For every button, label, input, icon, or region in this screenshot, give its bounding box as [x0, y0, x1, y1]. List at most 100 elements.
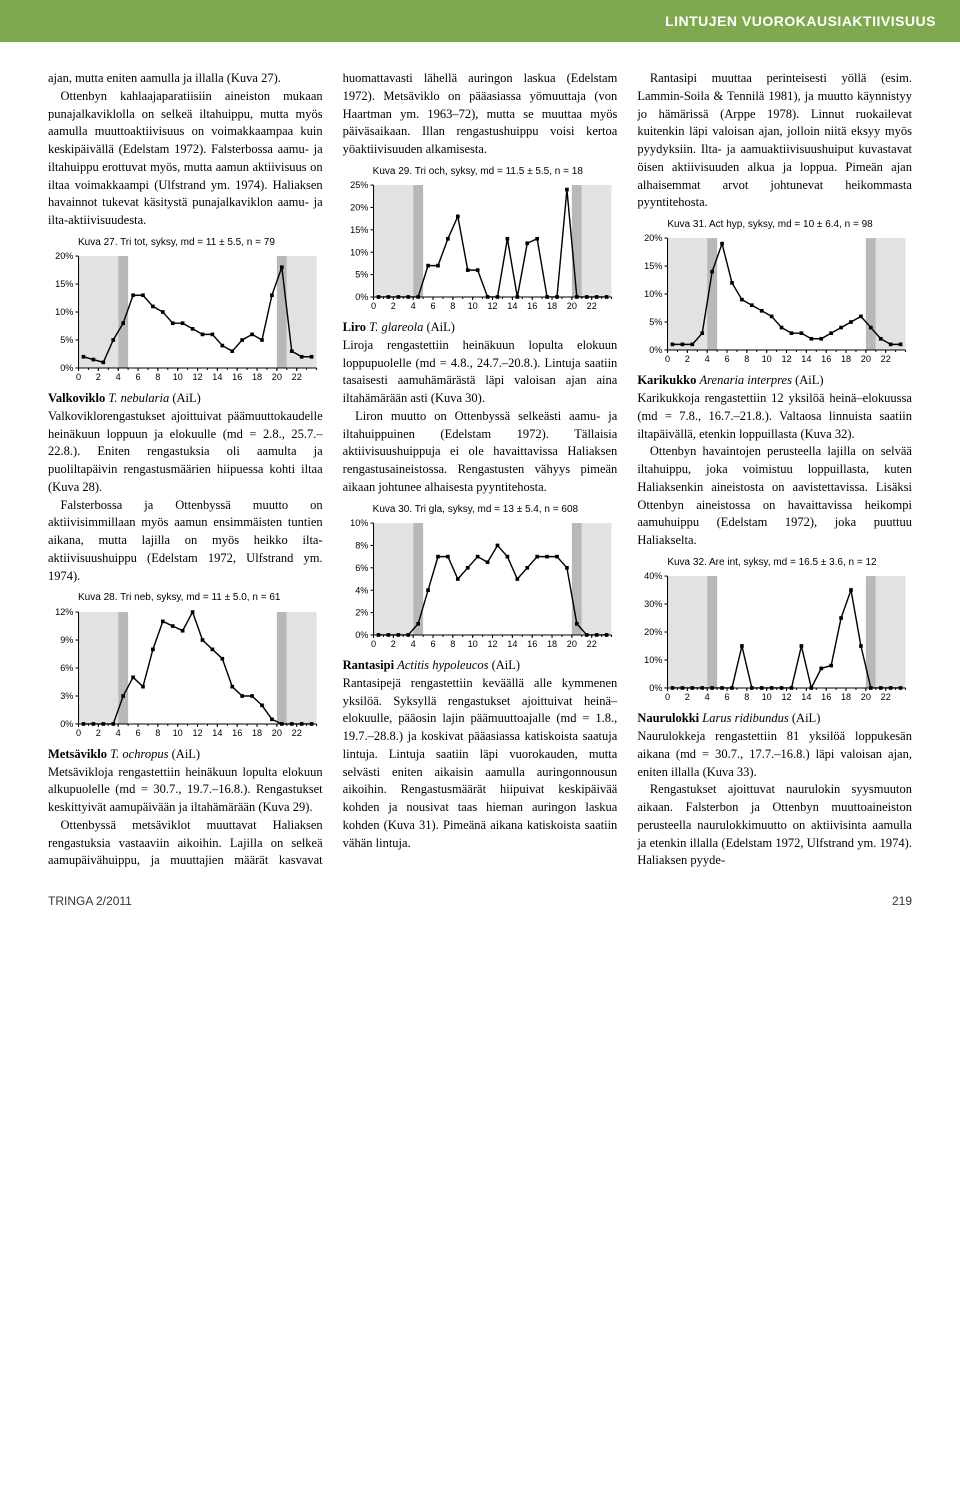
liro-src: (AiL) — [426, 320, 454, 334]
svg-text:10: 10 — [467, 639, 477, 649]
svg-text:2: 2 — [390, 301, 395, 311]
karikukko-src: (AiL) — [795, 373, 823, 387]
svg-text:16: 16 — [821, 692, 831, 702]
page-header: LINTUJEN VUOROKAUSIAKTIIVISUUS — [0, 0, 960, 42]
text-columns: ajan, mutta eniten aamulla ja illalla (K… — [48, 70, 912, 870]
svg-text:22: 22 — [881, 354, 891, 364]
svg-text:3%: 3% — [60, 691, 73, 701]
svg-text:8: 8 — [745, 692, 750, 702]
chart-caption: Kuva 31. Act hyp, syksy, md = 10 ± 6.4, … — [667, 218, 912, 232]
svg-text:16: 16 — [232, 372, 242, 382]
page-body: ajan, mutta eniten aamulla ja illalla (K… — [0, 42, 960, 888]
svg-text:5%: 5% — [355, 270, 368, 280]
svg-text:2: 2 — [685, 692, 690, 702]
svg-text:5%: 5% — [60, 335, 73, 345]
svg-text:0%: 0% — [650, 345, 663, 355]
metsaviklo-latin: T. ochropus — [110, 747, 168, 761]
footer-left: TRINGA 2/2011 — [48, 894, 132, 908]
liro-heading: Liro T. glareola (AiL) — [343, 319, 618, 337]
svg-text:0: 0 — [76, 372, 81, 382]
svg-text:14: 14 — [802, 692, 812, 702]
svg-text:22: 22 — [292, 728, 302, 738]
svg-text:6: 6 — [135, 372, 140, 382]
chart-k27: Kuva 27. Tri tot, syksy, md = 11 ± 5.5, … — [48, 236, 323, 384]
svg-text:8%: 8% — [355, 540, 368, 550]
svg-text:0: 0 — [665, 354, 670, 364]
valkoviklo-name: Valkoviklo — [48, 391, 105, 405]
svg-text:10%: 10% — [55, 307, 73, 317]
svg-text:10: 10 — [762, 692, 772, 702]
karikukko-heading: Karikukko Arenaria interpres (AiL) — [637, 372, 912, 390]
svg-text:12%: 12% — [55, 608, 73, 617]
svg-text:18: 18 — [841, 354, 851, 364]
svg-text:20: 20 — [566, 301, 576, 311]
svg-text:18: 18 — [841, 692, 851, 702]
svg-text:14: 14 — [802, 354, 812, 364]
svg-text:6%: 6% — [355, 563, 368, 573]
karikukko-latin: Arenaria interpres — [700, 373, 792, 387]
svg-text:20: 20 — [272, 372, 282, 382]
svg-text:16: 16 — [821, 354, 831, 364]
chart-k32: Kuva 32. Are int, syksy, md = 16.5 ± 3.6… — [637, 556, 912, 704]
svg-text:10%: 10% — [644, 289, 662, 299]
svg-text:12: 12 — [782, 354, 792, 364]
valkoviklo-para-1: Valkoviklorengastukset ajoittuivat päämu… — [48, 408, 323, 497]
naurulokki-name: Naurulokki — [637, 711, 699, 725]
rantasipi-heading: Rantasipi Actitis hypoleucos (AiL) — [343, 657, 618, 675]
svg-text:2: 2 — [390, 639, 395, 649]
liro-name: Liro — [343, 320, 366, 334]
svg-text:20: 20 — [861, 354, 871, 364]
rantasipi-src: (AiL) — [492, 658, 520, 672]
svg-text:18: 18 — [252, 728, 262, 738]
svg-text:8: 8 — [155, 372, 160, 382]
svg-text:16: 16 — [527, 639, 537, 649]
liro-para-1: Liroja rengastettiin heinäkuun lopulta e… — [343, 337, 618, 408]
svg-text:8: 8 — [155, 728, 160, 738]
chart-caption: Kuva 32. Are int, syksy, md = 16.5 ± 3.6… — [667, 556, 912, 570]
svg-text:6: 6 — [135, 728, 140, 738]
svg-text:22: 22 — [881, 692, 891, 702]
svg-text:30%: 30% — [644, 599, 662, 609]
chart-caption: Kuva 30. Tri gla, syksy, md = 13 ± 5.4, … — [373, 503, 618, 517]
svg-text:12: 12 — [782, 692, 792, 702]
svg-text:2%: 2% — [355, 607, 368, 617]
svg-text:6: 6 — [430, 301, 435, 311]
karikukko-name: Karikukko — [637, 373, 696, 387]
svg-text:5%: 5% — [650, 317, 663, 327]
svg-text:9%: 9% — [60, 635, 73, 645]
svg-text:8: 8 — [450, 301, 455, 311]
rantasipi-para-1: Rantasipejä rengastettiin keväällä alle … — [343, 675, 618, 853]
svg-text:0: 0 — [76, 728, 81, 738]
svg-text:6: 6 — [430, 639, 435, 649]
svg-text:14: 14 — [212, 728, 222, 738]
svg-text:15%: 15% — [350, 225, 368, 235]
chart-k28: Kuva 28. Tri neb, syksy, md = 11 ± 5.0, … — [48, 591, 323, 739]
svg-text:20: 20 — [566, 639, 576, 649]
chart-k31: Kuva 31. Act hyp, syksy, md = 10 ± 6.4, … — [637, 218, 912, 366]
intro-para-2: Ottenbyn kahlaajaparatiisiin aineiston m… — [48, 88, 323, 230]
svg-text:0%: 0% — [60, 719, 73, 729]
liro-para-2: Liron muutto on Ottenbyssä selkeästi aam… — [343, 408, 618, 497]
valkoviklo-para-2: Falsterbossa ja Ottenbyssä muutto on akt… — [48, 497, 323, 586]
liro-latin: T. glareola — [369, 320, 423, 334]
svg-text:2: 2 — [685, 354, 690, 364]
header-title: LINTUJEN VUOROKAUSIAKTIIVISUUS — [665, 13, 936, 29]
svg-text:0: 0 — [371, 639, 376, 649]
svg-text:4: 4 — [116, 728, 121, 738]
svg-text:18: 18 — [547, 639, 557, 649]
svg-text:18: 18 — [547, 301, 557, 311]
svg-text:6%: 6% — [60, 663, 73, 673]
svg-text:10%: 10% — [644, 655, 662, 665]
svg-text:4: 4 — [410, 639, 415, 649]
svg-text:8: 8 — [745, 354, 750, 364]
karikukko-para-1: Karikukkoja rengastettiin 12 yksilöä hei… — [637, 390, 912, 443]
svg-text:16: 16 — [232, 728, 242, 738]
svg-text:18: 18 — [252, 372, 262, 382]
svg-text:20%: 20% — [644, 234, 662, 243]
svg-text:4: 4 — [705, 354, 710, 364]
svg-text:22: 22 — [292, 372, 302, 382]
svg-text:40%: 40% — [644, 572, 662, 581]
svg-text:20%: 20% — [350, 202, 368, 212]
svg-text:0%: 0% — [60, 363, 73, 373]
rantasipi-name: Rantasipi — [343, 658, 394, 672]
